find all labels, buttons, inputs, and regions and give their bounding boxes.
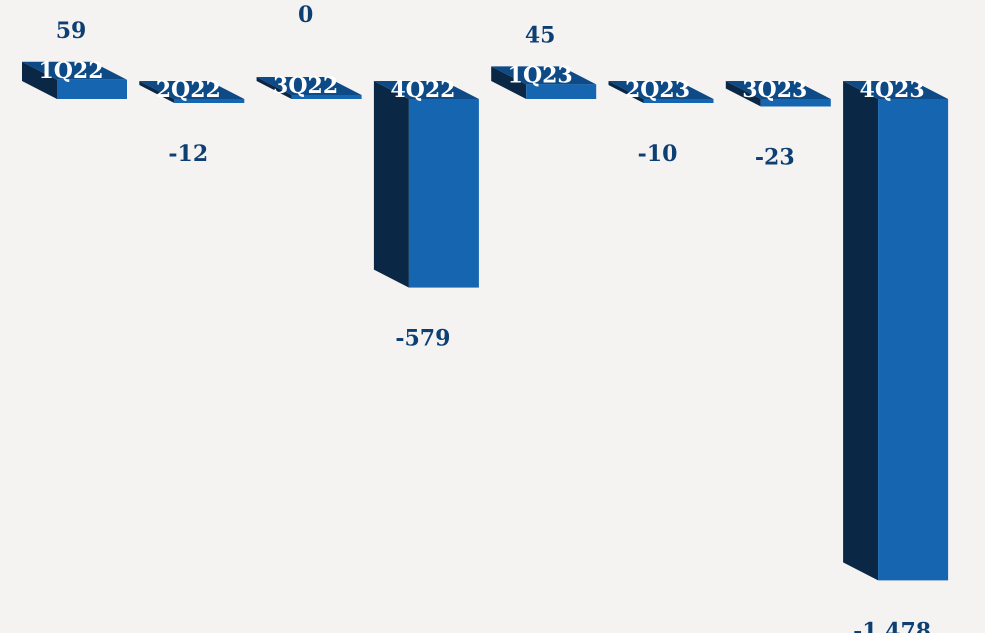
bar-side-2q23 [608,81,644,103]
bar-top-2q23 [608,81,714,99]
bar-front-4q23 [878,99,949,581]
bar-front-4q22 [408,99,479,288]
category-label-3q22: 3Q22 [273,73,338,99]
bar-top-1q22 [22,61,127,80]
bar-top-3q23 [725,81,831,99]
value-label-3q22: 0 [298,2,313,28]
value-label-3q23: -23 [755,144,795,170]
bar-top-4q23 [843,81,949,99]
bar-top-1q23 [491,66,597,85]
bar-side-4q22 [373,81,409,288]
category-label-1q23: 1Q23 [508,62,573,88]
bar-top-2q22 [139,81,245,99]
category-label-2q22: 2Q22 [156,77,221,103]
category-label-2q23: 2Q23 [625,77,690,103]
bar-front-3q22 [291,95,362,99]
bar-side-1q22 [22,61,57,99]
bar-front-3q23 [760,99,831,107]
category-label-1q22: 1Q22 [38,58,103,84]
category-label-4q22: 4Q22 [390,77,455,103]
bar-side-4q23 [843,81,879,581]
bar-front-1q22 [57,79,127,99]
value-label-4q22: -579 [395,326,450,352]
value-label-2q23: -10 [638,141,678,167]
value-label-4q23: -1,478 [853,618,931,633]
value-label-1q23: 45 [525,22,556,48]
bar-side-2q22 [139,81,175,103]
value-label-2q22: -12 [168,141,208,167]
bar-front-1q23 [526,84,597,99]
value-label-1q22: 59 [56,18,87,44]
bar-side-1q23 [491,66,527,99]
bar-side-3q22 [256,77,292,99]
bar-front-2q22 [174,99,245,103]
category-label-3q23: 3Q23 [742,77,807,103]
bar-front-2q23 [643,99,714,103]
category-label-4q23: 4Q23 [860,77,925,103]
bar-top-4q22 [373,81,479,99]
bar-top-3q22 [256,77,362,95]
bar-side-3q23 [725,81,761,107]
